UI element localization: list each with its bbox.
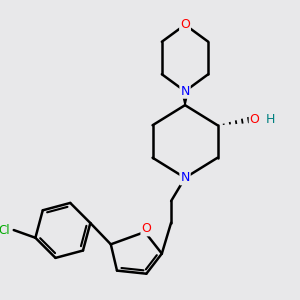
Polygon shape — [182, 91, 188, 105]
Text: N: N — [180, 85, 190, 98]
Text: O: O — [250, 112, 260, 126]
Text: Cl: Cl — [0, 224, 10, 236]
Text: O: O — [141, 222, 151, 236]
Text: N: N — [180, 171, 190, 184]
Text: O: O — [180, 18, 190, 31]
Text: H: H — [266, 112, 275, 126]
